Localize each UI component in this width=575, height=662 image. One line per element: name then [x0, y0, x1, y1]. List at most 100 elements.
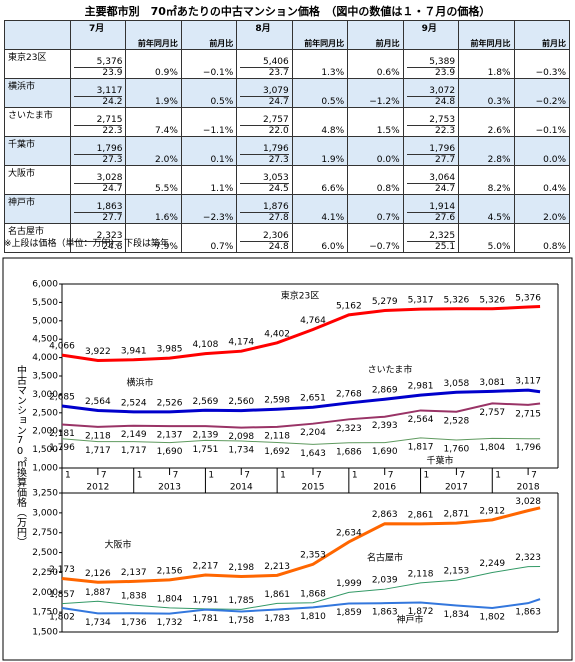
mom-cell: −0.7%	[347, 223, 404, 253]
value-label: 1,838	[121, 592, 147, 602]
value-label: 1,804	[479, 443, 505, 453]
price: 2,306	[240, 231, 289, 242]
value-label: 1,859	[336, 608, 362, 618]
value-label: 1,732	[157, 618, 183, 628]
value-label: 1,736	[121, 618, 147, 628]
series-line	[61, 506, 541, 584]
value-label: 2,634	[336, 528, 362, 538]
price: 3,072	[406, 86, 456, 97]
yoy-cell: 4.5%	[458, 194, 515, 224]
mom-cell: 1.5%	[347, 107, 404, 137]
mom-cell: 0.8%	[347, 165, 404, 195]
age: 27.7	[102, 213, 123, 223]
value-label: 3,117	[515, 377, 541, 387]
price: 5,406	[240, 57, 289, 68]
yoy-cell: 8.2%	[458, 165, 515, 195]
value-label: 2,118	[408, 569, 434, 579]
value-label: 2,560	[228, 397, 254, 407]
value-label: 5,279	[372, 297, 398, 307]
price: 3,079	[240, 86, 289, 97]
age: 24.7	[435, 184, 456, 194]
price: 2,715	[74, 115, 123, 126]
value-label: 2,912	[479, 506, 505, 516]
value-label: 2,871	[444, 510, 470, 520]
value-label: 2,323	[336, 424, 362, 434]
month-header: 8月	[236, 20, 293, 50]
x-year-label: 2014	[230, 483, 253, 493]
y-tick-label: 3,000	[32, 508, 58, 518]
yoy-cell: 7.4%	[125, 107, 182, 137]
page-title: 主要都市別 70㎡あたりの中古マンション価格 （図中の数値は１・７月の価格）	[84, 5, 491, 18]
city-cell: 大阪市	[4, 165, 71, 195]
value-label: 1,863	[515, 608, 541, 618]
age: 24.7	[102, 184, 123, 194]
value-label: 1,785	[228, 596, 254, 606]
age: 24.7	[268, 97, 289, 107]
value-label: 1,760	[444, 445, 470, 455]
mom-cell: 0.6%	[347, 49, 404, 79]
price: 1,876	[240, 202, 289, 213]
table-row: 大阪市 3,028 24.7 5.5% 1.1% 3,053 24.5 6.6% 0.8% 3,0…	[4, 165, 570, 195]
yoy-cell: 1.9%	[291, 136, 349, 166]
value-label: 2,217	[193, 562, 219, 572]
age: 23.9	[435, 68, 456, 78]
value-label: 1,804	[157, 594, 183, 604]
price-cell: 2,753 22.3	[402, 107, 460, 137]
value-label: 4,108	[193, 340, 219, 350]
value-label: 1,690	[372, 447, 398, 457]
x-year-label: 2012	[86, 483, 109, 493]
mom-cell: −0.3%	[513, 49, 570, 79]
value-label: 2,651	[300, 394, 326, 404]
price-cell: 3,117 24.2	[69, 78, 127, 108]
value-label: 2,118	[85, 431, 111, 441]
series-name: 千葉市	[426, 455, 453, 467]
x-year-label: 2015	[302, 483, 325, 493]
price: 1,796	[406, 144, 456, 155]
mom-cell: 0.7%	[180, 223, 238, 253]
value-label: 2,861	[408, 510, 434, 520]
value-label: 1,872	[408, 607, 434, 617]
price: 2,753	[406, 115, 456, 126]
value-label: 2,393	[372, 421, 398, 431]
price: 1,796	[74, 144, 123, 155]
value-label: 2,153	[444, 567, 470, 577]
y-tick-label: 2,750	[32, 528, 58, 538]
value-label: 2,564	[408, 415, 434, 425]
series-line	[61, 304, 541, 362]
value-label: 1,796	[515, 443, 541, 453]
value-label: 2,768	[336, 389, 362, 399]
value-label: 1,686	[336, 447, 362, 457]
series-line	[61, 598, 541, 615]
price: 1,914	[406, 202, 456, 213]
value-label: 2,569	[193, 397, 219, 407]
age: 22.3	[102, 126, 123, 136]
price-cell: 3,028 24.7	[69, 165, 127, 195]
value-label: 2,137	[157, 431, 183, 441]
price-cell: 5,406 23.7	[236, 49, 293, 79]
value-label: 2,323	[515, 553, 541, 563]
yoy-cell: 1.9%	[125, 78, 182, 108]
value-label: 2,213	[264, 562, 290, 572]
yoy-cell: 0.5%	[291, 78, 349, 108]
value-label: 1,734	[85, 618, 111, 628]
value-label: 5,162	[336, 301, 362, 311]
value-label: 2,526	[157, 398, 183, 408]
x-tick-label: 1	[65, 471, 71, 481]
value-label: 1,887	[85, 588, 111, 598]
value-label: 1,692	[264, 447, 290, 457]
price-cell: 1,876 27.8	[236, 194, 293, 224]
mom-header: 前月比	[347, 20, 404, 50]
value-label: 1,863	[372, 608, 398, 618]
price: 3,028	[74, 173, 123, 184]
mom-header: 前月比	[180, 20, 238, 50]
value-label: 2,981	[408, 382, 434, 392]
value-label: 2,524	[121, 398, 147, 408]
x-tick-label: 1	[495, 471, 501, 481]
mom-cell: 0.1%	[180, 136, 238, 166]
age: 23.9	[102, 68, 123, 78]
value-label: 1,810	[300, 612, 326, 622]
price-cell: 5,389 23.9	[402, 49, 460, 79]
city-cell: 横浜市	[4, 78, 71, 108]
value-label: 5,326	[444, 295, 470, 305]
